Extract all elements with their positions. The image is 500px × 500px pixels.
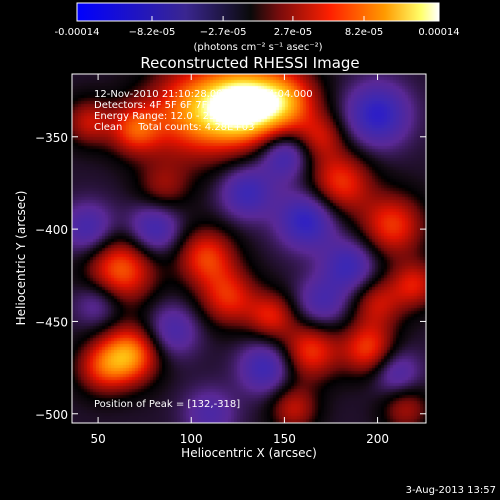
colorbar-unit-label: (photons cm⁻² s⁻¹ asec⁻²) xyxy=(193,42,322,53)
y-axis: −350 −400 −450 −500 xyxy=(35,131,426,422)
colorbar-tick-label: -0.00014 xyxy=(55,27,100,38)
x-axis: 50 100 150 200 xyxy=(90,74,389,446)
colorbar-tick-label: 8.2e-05 xyxy=(345,27,383,38)
colorbar-gradient xyxy=(76,2,440,22)
y-tick-label: −400 xyxy=(35,223,68,237)
x-tick-label: 100 xyxy=(180,432,203,446)
y-tick-label: −350 xyxy=(35,131,68,145)
plot-frame xyxy=(71,73,427,424)
annotation-detectors: Detectors: 4F 5F 6F 7F 8F, Att 0 xyxy=(94,100,253,111)
annotation-energy-range: Energy Range: 12.0 - 25.0 keV xyxy=(94,111,247,122)
chart-title: Reconstructed RHESSI Image xyxy=(140,54,359,72)
heatmap-canvas xyxy=(72,74,426,423)
x-tick-label: 50 xyxy=(90,432,105,446)
y-tick-label: −450 xyxy=(35,315,68,329)
colorbar-tick-label: 0.00014 xyxy=(418,27,459,38)
annotation-clean-counts: Clean Total counts: 4.28E+03 xyxy=(94,122,254,133)
colorbar-ticks: -0.00014 −8.2e-05 −2.7e-05 2.7e-05 8.2e-05 0.… xyxy=(55,16,460,38)
heatmap-image-frame xyxy=(72,74,426,423)
y-axis-label: Heliocentric Y (arcsec) xyxy=(14,191,28,326)
annotation-peak-position: Position of Peak = [132,-318] xyxy=(94,399,240,410)
x-axis-label: Heliocentric X (arcsec) xyxy=(181,446,317,460)
observation-annotations: 12-Nov-2010 21:10:28.000 to 21:14:04.000… xyxy=(94,89,313,410)
colorbar-tick-label: −8.2e-05 xyxy=(129,27,176,38)
y-tick-label: −500 xyxy=(35,408,68,422)
colorbar: -0.00014 −8.2e-05 −2.7e-05 2.7e-05 8.2e-05 0.… xyxy=(55,2,460,53)
colorbar-tick-label: −2.7e-05 xyxy=(200,27,247,38)
colorbar-tick-label: 2.7e-05 xyxy=(274,27,312,38)
footer-date: 3-Aug-2013 13:57 xyxy=(406,485,496,496)
x-tick-label: 200 xyxy=(366,432,389,446)
annotation-time-range: 12-Nov-2010 21:10:28.000 to 21:14:04.000 xyxy=(94,89,313,100)
x-tick-label: 150 xyxy=(273,432,296,446)
